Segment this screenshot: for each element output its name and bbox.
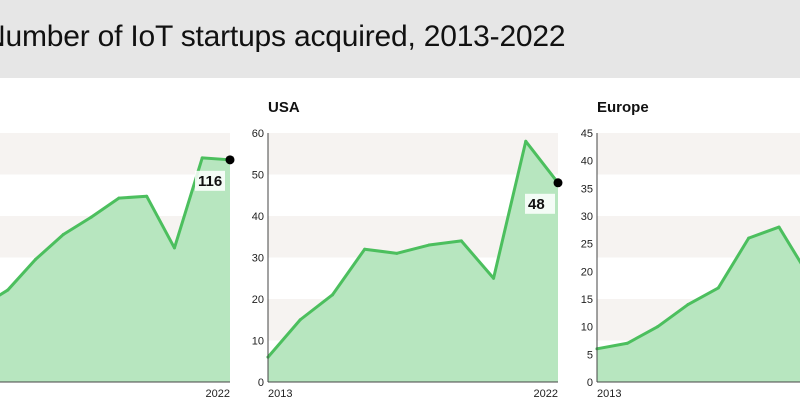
y-tick-label: 40 bbox=[252, 211, 264, 223]
y-tick-label: 5 bbox=[587, 349, 593, 361]
panel-3: 0 5 10 15 20 25 30 35 40 45 2013 Europe bbox=[581, 99, 800, 400]
panel-title: USA bbox=[268, 99, 300, 116]
series-line bbox=[595, 225, 800, 351]
y-tick-label: 35 bbox=[581, 183, 593, 195]
data-point bbox=[61, 233, 65, 237]
y-tick-label: 10 bbox=[581, 322, 593, 334]
data-point bbox=[686, 303, 690, 307]
data-point bbox=[716, 286, 720, 290]
y-tick-label: 40 bbox=[581, 156, 593, 168]
y-tick-label: 10 bbox=[252, 336, 264, 348]
data-point bbox=[656, 325, 660, 329]
end-marker bbox=[225, 155, 235, 165]
series-line bbox=[266, 139, 560, 359]
data-point bbox=[34, 257, 38, 261]
data-point bbox=[172, 246, 176, 250]
y-tick-label: 0 bbox=[258, 377, 264, 389]
panel-title: Europe bbox=[597, 99, 649, 116]
data-point bbox=[89, 215, 93, 219]
y-tick-label: 50 bbox=[252, 170, 264, 182]
y-tick-label: 60 bbox=[252, 128, 264, 140]
y-tick-label: 30 bbox=[252, 253, 264, 265]
end-value-label: 48 bbox=[528, 196, 545, 213]
series-area bbox=[268, 141, 558, 382]
data-point bbox=[6, 288, 10, 292]
data-point bbox=[363, 247, 367, 251]
charts-area: 2022 116 0 10 20 30 40 50 60 2013 2022 USA 48 0 5 10 15 2… bbox=[0, 99, 800, 400]
series-area bbox=[0, 157, 230, 382]
end-value-label: 116 bbox=[198, 173, 222, 190]
data-point bbox=[145, 194, 149, 198]
background-band bbox=[0, 133, 230, 175]
end-label-bg bbox=[195, 170, 225, 191]
end-label-bg bbox=[525, 193, 555, 214]
y-tick-label: 15 bbox=[581, 294, 593, 306]
data-point bbox=[298, 318, 302, 322]
data-point bbox=[459, 239, 463, 243]
y-tick-label: 30 bbox=[581, 211, 593, 223]
data-point bbox=[427, 243, 431, 247]
data-point bbox=[777, 225, 781, 229]
data-point bbox=[524, 139, 528, 143]
data-point bbox=[117, 196, 121, 200]
series-area bbox=[597, 227, 800, 382]
background-band bbox=[268, 133, 558, 175]
data-point bbox=[747, 236, 751, 240]
y-tick-label: 25 bbox=[581, 239, 593, 251]
chart-title: Number of IoT startups acquired, 2013-20… bbox=[0, 20, 566, 53]
data-point bbox=[200, 156, 204, 160]
y-tick-label: 20 bbox=[252, 294, 264, 306]
data-point bbox=[492, 276, 496, 280]
data-point bbox=[395, 251, 399, 255]
panel-2: 0 10 20 30 40 50 60 2013 2022 USA 48 bbox=[252, 99, 563, 400]
x-tick-label: 2013 bbox=[268, 388, 292, 400]
y-tick-label: 0 bbox=[587, 377, 593, 389]
x-tick-label: 2022 bbox=[534, 388, 558, 400]
end-marker bbox=[553, 178, 563, 188]
panel-1: 2022 116 bbox=[0, 133, 235, 400]
y-tick-label: 45 bbox=[581, 128, 593, 140]
title-bar: Number of IoT startups acquired, 2013-20… bbox=[0, 0, 800, 78]
y-tick-label: 20 bbox=[581, 266, 593, 278]
x-tick-label: 2013 bbox=[597, 388, 621, 400]
data-point bbox=[625, 341, 629, 345]
background-band bbox=[597, 133, 800, 175]
x-tick-label: 2022 bbox=[206, 388, 230, 400]
series-line bbox=[0, 156, 232, 297]
data-point bbox=[330, 293, 334, 297]
background-band bbox=[597, 174, 800, 216]
